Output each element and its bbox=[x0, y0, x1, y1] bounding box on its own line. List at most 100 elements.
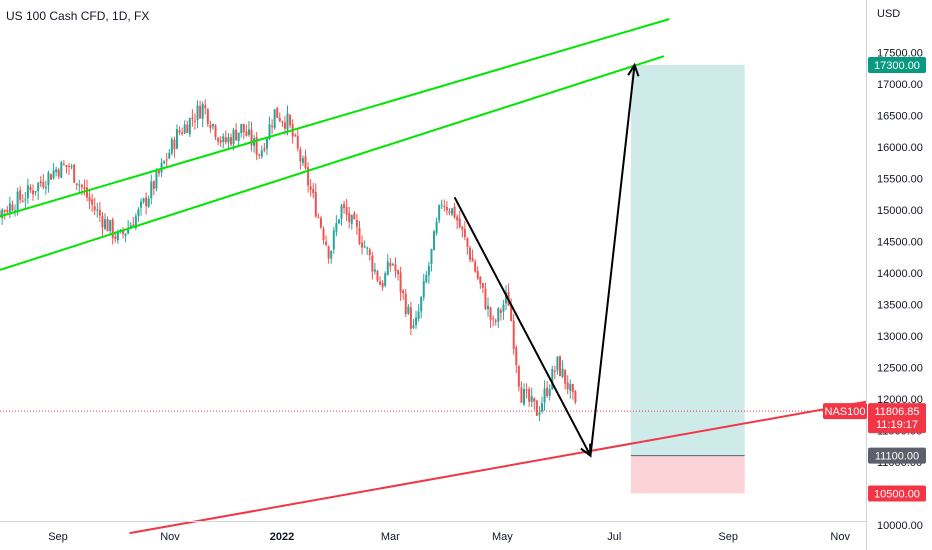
candle-down bbox=[6, 210, 9, 212]
candle-down bbox=[327, 246, 330, 259]
candles bbox=[0, 99, 577, 422]
candle-down bbox=[319, 217, 322, 228]
candle-down bbox=[29, 186, 32, 190]
target-zone bbox=[630, 65, 745, 456]
candle-up bbox=[34, 191, 37, 193]
candle-up bbox=[155, 171, 158, 189]
candle-down bbox=[68, 165, 71, 167]
candle-up bbox=[420, 297, 423, 312]
candle-down bbox=[471, 257, 474, 262]
candle-up bbox=[335, 223, 338, 232]
candle-up bbox=[55, 169, 58, 173]
y-tick-label: 13000.00 bbox=[877, 331, 923, 343]
candle-up bbox=[415, 317, 418, 326]
candle-down bbox=[101, 216, 104, 228]
y-tick-label: 16000.00 bbox=[877, 142, 923, 154]
candle-up bbox=[183, 124, 186, 134]
candle-up bbox=[337, 219, 340, 224]
candle-down bbox=[546, 387, 549, 397]
candle-down bbox=[533, 397, 536, 402]
x-tick-label: Sep bbox=[718, 531, 738, 543]
candle-down bbox=[466, 238, 469, 247]
candle-up bbox=[196, 105, 199, 121]
candle-down bbox=[157, 170, 160, 174]
candle-up bbox=[47, 172, 50, 186]
candle-down bbox=[121, 230, 124, 235]
candle-up bbox=[265, 138, 268, 149]
candle-down bbox=[106, 219, 109, 232]
candle-down bbox=[355, 219, 358, 227]
candle-up bbox=[373, 269, 376, 272]
candle-down bbox=[325, 241, 328, 245]
down-arrow bbox=[453, 196, 592, 457]
candle-down bbox=[294, 135, 297, 137]
candle-up bbox=[127, 227, 130, 234]
stop-zone bbox=[630, 455, 745, 494]
candle-down bbox=[448, 211, 451, 214]
candle-down bbox=[558, 356, 561, 376]
candle-down bbox=[296, 136, 299, 149]
candle-down bbox=[469, 247, 472, 260]
candle-up bbox=[163, 161, 166, 164]
candle-down bbox=[75, 183, 78, 185]
candle-down bbox=[39, 181, 42, 184]
candle-down bbox=[245, 131, 248, 136]
candle-up bbox=[538, 412, 541, 415]
candle-up bbox=[116, 232, 119, 241]
candle-down bbox=[114, 236, 117, 240]
candle-down bbox=[481, 282, 484, 288]
stop-price-badge bbox=[868, 485, 926, 502]
entry-price-badge bbox=[868, 447, 926, 464]
candle-up bbox=[78, 184, 81, 186]
candle-down bbox=[361, 242, 364, 248]
currency-label: USD bbox=[877, 8, 900, 20]
candle-down bbox=[199, 106, 202, 119]
candle-down bbox=[553, 370, 556, 372]
candle-up bbox=[37, 182, 40, 192]
y-tick-label: 16500.00 bbox=[877, 110, 923, 122]
candle-down bbox=[458, 218, 461, 228]
y-tick-label: 17500.00 bbox=[877, 47, 923, 59]
candle-down bbox=[281, 121, 284, 123]
candle-up bbox=[569, 383, 572, 391]
stop-price-badge-text: 10500.00 bbox=[874, 488, 920, 500]
y-tick-label: 15500.00 bbox=[877, 173, 923, 185]
candle-up bbox=[124, 233, 127, 236]
candle-up bbox=[384, 273, 387, 286]
candle-up bbox=[487, 305, 490, 310]
candle-up bbox=[350, 215, 353, 224]
candle-up bbox=[556, 356, 559, 371]
candle-down bbox=[50, 174, 53, 180]
candle-down bbox=[165, 159, 168, 161]
candle-down bbox=[186, 124, 189, 133]
candle-down bbox=[11, 204, 14, 211]
position-zones bbox=[630, 65, 745, 494]
candle-up bbox=[247, 129, 250, 135]
y-tick-label: 13500.00 bbox=[877, 299, 923, 311]
candle-up bbox=[523, 389, 526, 405]
candle-up bbox=[240, 124, 243, 134]
candle-down bbox=[510, 304, 513, 321]
candle-down bbox=[19, 190, 22, 200]
candle-down bbox=[3, 210, 6, 212]
candle-up bbox=[332, 230, 335, 250]
candle-down bbox=[515, 347, 518, 366]
candle-up bbox=[301, 158, 304, 164]
candle-down bbox=[474, 261, 477, 272]
y-tick-label: 10000.00 bbox=[877, 520, 923, 532]
candle-down bbox=[322, 228, 325, 241]
candle-down bbox=[91, 199, 94, 205]
candle-up bbox=[363, 246, 366, 248]
candle-up bbox=[60, 162, 63, 178]
x-tick-label: Nov bbox=[160, 531, 180, 543]
candle-down bbox=[206, 109, 209, 125]
candle-up bbox=[407, 306, 410, 314]
candle-up bbox=[201, 103, 204, 119]
candle-up bbox=[160, 162, 163, 173]
candle-down bbox=[242, 123, 245, 133]
candle-up bbox=[502, 304, 505, 312]
candle-up bbox=[16, 191, 19, 212]
candle-down bbox=[484, 288, 487, 310]
target-price-badge bbox=[868, 57, 926, 74]
